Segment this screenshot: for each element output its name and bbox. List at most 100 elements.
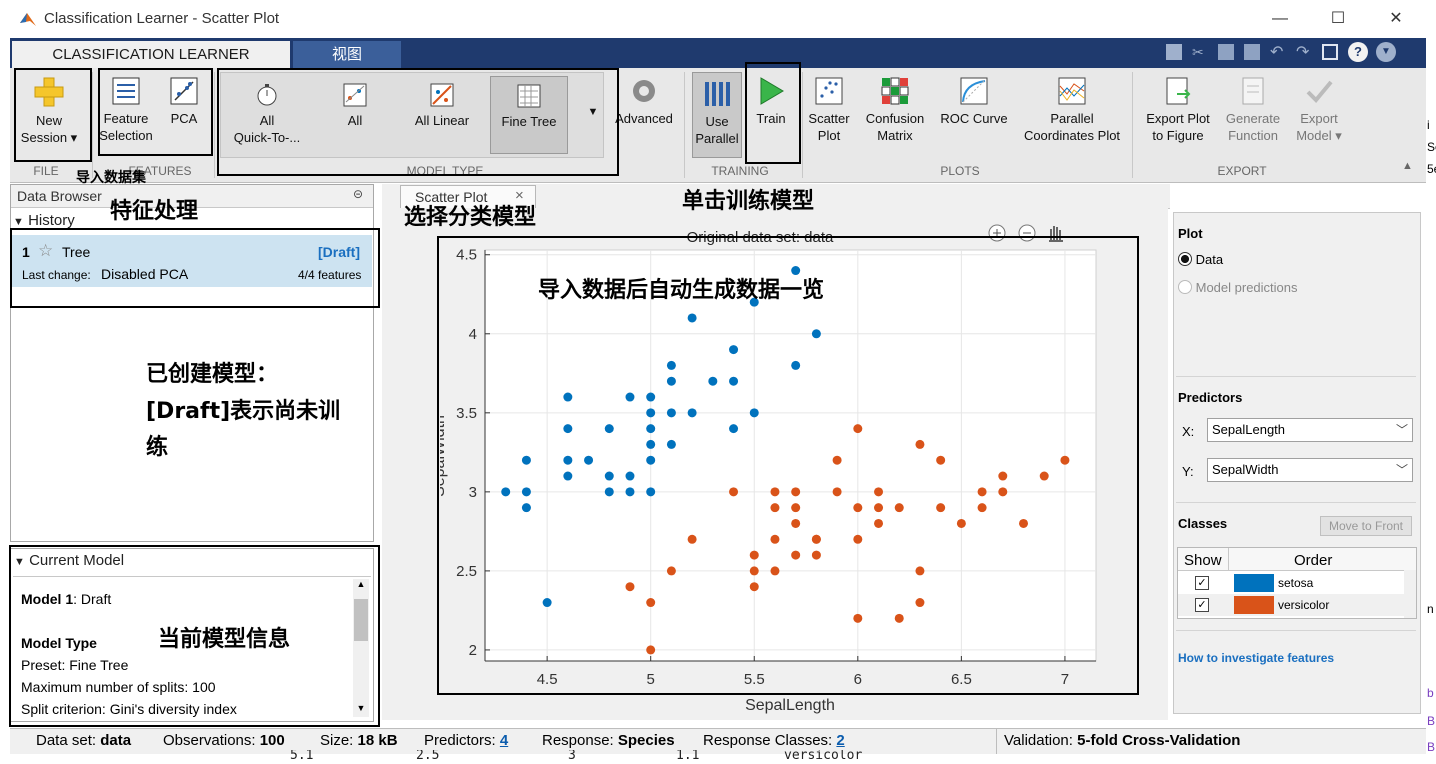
color-swatch[interactable] — [1234, 596, 1274, 614]
new-session-button[interactable]: New Session ▾ — [14, 76, 84, 146]
annotation-import: 导入数据集 — [76, 170, 146, 186]
pca-icon — [170, 77, 198, 105]
linear-model-icon — [430, 83, 454, 107]
minimize-button[interactable]: — — [1272, 10, 1288, 27]
point-setosa — [604, 487, 614, 497]
point-setosa — [646, 439, 656, 449]
model-all-linear-button[interactable]: All Linear — [404, 82, 480, 129]
scatter-points — [501, 266, 1070, 655]
annotation-current-model: 当前模型信息 — [158, 627, 291, 652]
point-setosa — [563, 455, 573, 465]
y-axis-label: SepalWidth — [440, 415, 448, 497]
point-versicolor — [791, 503, 801, 513]
copy-icon[interactable] — [1218, 44, 1234, 60]
plot-area — [484, 249, 1097, 662]
current-model-header[interactable]: ▼ Current Model — [14, 552, 124, 569]
point-versicolor — [770, 503, 780, 513]
collapse-ribbon-icon[interactable]: ▲ — [1402, 160, 1413, 172]
scatter-plot-tab-label: Scatter Plot — [415, 189, 488, 205]
radio-model-predictions[interactable]: Model predictions — [1178, 280, 1298, 295]
advanced-label: Advanced — [615, 111, 673, 126]
parallel-coordinates-icon — [1058, 77, 1086, 105]
class-row-versicolor[interactable]: ✓ versicolor — [1178, 594, 1404, 616]
class-row-setosa[interactable]: ✓ setosa — [1178, 572, 1406, 594]
export-plot-label-1: Export Plot — [1146, 111, 1210, 126]
panel-menu-icon[interactable]: ⊝ — [353, 187, 364, 201]
use-parallel-button[interactable]: Use Parallel — [692, 72, 742, 158]
scatter-plot-button[interactable]: Scatter Plot — [804, 76, 854, 144]
help-icon[interactable]: ? — [1348, 42, 1368, 62]
pan-hand-icon[interactable] — [1049, 226, 1063, 242]
y-predictor-dropdown[interactable]: SepalWidth ﹀ — [1207, 458, 1413, 482]
close-tab-icon[interactable]: × — [515, 187, 524, 204]
model-fine-tree-button[interactable]: Fine Tree — [490, 76, 568, 154]
scatter-plot-icon — [815, 77, 843, 105]
model-max-splits: Maximum number of splits: 100 — [21, 679, 216, 695]
point-versicolor — [1039, 471, 1049, 481]
redo-icon[interactable]: ↷ — [1296, 44, 1310, 61]
model-all-button[interactable]: All — [320, 82, 390, 129]
save-icon[interactable] — [1166, 44, 1182, 60]
confusion-matrix-button[interactable]: Confusion Matrix — [860, 76, 930, 144]
move-to-front-button[interactable]: Move to Front — [1320, 516, 1412, 536]
x-tick-label: 6 — [854, 671, 862, 688]
tab-classification-learner[interactable]: CLASSIFICATION LEARNER — [12, 41, 290, 68]
annotation-box-current-model — [9, 545, 380, 727]
scroll-up-icon[interactable]: ▲ — [356, 579, 366, 589]
x-tick-label: 7 — [1061, 671, 1069, 688]
tab-view[interactable]: 视图 — [293, 41, 401, 68]
divider — [1176, 502, 1416, 503]
switch-windows-icon[interactable] — [1322, 44, 1338, 60]
quick-access-toolbar: ✂ ↶ ↷ ? ▼ — [1158, 42, 1422, 64]
undo-icon[interactable]: ↶ — [1270, 44, 1284, 61]
export-model-button[interactable]: Export Model ▾ — [1290, 76, 1348, 144]
advanced-button[interactable]: Advanced — [612, 76, 676, 127]
paste-icon[interactable] — [1244, 44, 1260, 60]
point-versicolor — [646, 645, 656, 655]
use-parallel-label-1: Use — [705, 114, 729, 129]
feature-selection-button[interactable]: Feature Selection — [98, 76, 154, 144]
radio-data[interactable]: Data — [1178, 252, 1223, 267]
gallery-expand-button[interactable]: ▼ — [587, 106, 599, 118]
scroll-down-icon[interactable]: ▼ — [356, 703, 366, 713]
validation-label: Validation: — [1004, 732, 1073, 749]
close-button[interactable]: ✕ — [1389, 10, 1403, 27]
annotation-box-plot — [437, 236, 1139, 695]
x-predictor-dropdown[interactable]: SepalLength ﹀ — [1207, 418, 1413, 442]
roc-curve-button[interactable]: ROC Curve — [936, 76, 1012, 127]
model-all-quick-to-train-button[interactable]: All Quick-To-... — [228, 82, 306, 146]
cut-icon[interactable]: ✂ — [1192, 44, 1204, 60]
pca-button[interactable]: PCA — [160, 76, 208, 127]
table-scrollbar[interactable] — [1404, 570, 1416, 618]
help-link[interactable]: How to investigate features — [1178, 651, 1335, 665]
pca-label: PCA — [170, 111, 198, 126]
scrollbar[interactable]: ▲ ▼ — [353, 579, 369, 717]
response-classes-link[interactable]: 2 — [836, 732, 845, 749]
size-label: Size: — [320, 732, 354, 749]
history-item-tree[interactable]: 1 ☆ Tree [Draft] Last change: Disabled P… — [12, 235, 372, 287]
group-file-label: FILE — [33, 164, 59, 178]
parallel-coordinates-button[interactable]: Parallel Coordinates Plot — [1018, 76, 1126, 144]
bg-fragment: b — [1427, 686, 1434, 700]
maximize-button[interactable]: ☐ — [1330, 10, 1346, 27]
predictors-link[interactable]: 4 — [499, 732, 509, 749]
checkbox-checked-icon[interactable]: ✓ — [1195, 576, 1209, 590]
export-plot-button[interactable]: Export Plot to Figure — [1138, 76, 1218, 144]
ribbon-separator — [684, 72, 685, 178]
scrollbar-thumb[interactable] — [354, 599, 368, 641]
response-classes-label: Response Classes: — [703, 732, 833, 749]
generate-function-button[interactable]: Generate Function — [1220, 76, 1286, 144]
train-button[interactable]: Train — [746, 76, 796, 127]
color-swatch[interactable] — [1234, 574, 1274, 592]
export-plot-label-2: to Figure — [1152, 128, 1204, 143]
confusion-matrix-label-1: Confusion — [865, 111, 925, 126]
point-versicolor — [977, 487, 987, 497]
minimize-ribbon-icon[interactable]: ▼ — [1376, 42, 1396, 62]
point-versicolor — [853, 503, 863, 513]
point-versicolor — [749, 566, 759, 576]
observations-value: 100 — [259, 732, 285, 749]
annotation-choose-model: 选择分类模型 — [404, 205, 537, 230]
checkbox-checked-icon[interactable]: ✓ — [1195, 598, 1209, 612]
history-section[interactable]: ▼ History — [13, 212, 75, 229]
star-icon[interactable]: ☆ — [38, 241, 54, 260]
